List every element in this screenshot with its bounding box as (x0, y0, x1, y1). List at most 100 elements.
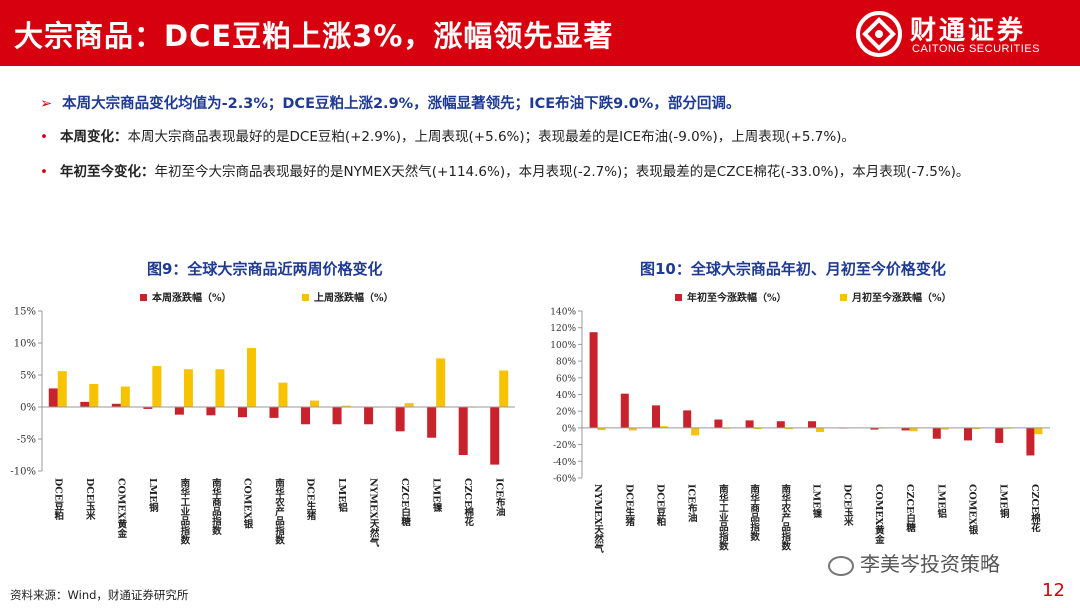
bullet-dot-icon: • (40, 164, 48, 180)
bar (628, 427, 637, 431)
bar (909, 427, 918, 432)
y-tick-label: -20% (553, 441, 576, 451)
bar (995, 427, 1004, 443)
y-tick-label: 0% (20, 403, 36, 414)
bar (932, 427, 941, 439)
category-label: 南华商品指数 (210, 477, 223, 536)
category-label: CZCE白糖 (399, 478, 411, 527)
bar (745, 420, 754, 428)
legend-swatch (302, 294, 309, 301)
bar (1034, 427, 1043, 435)
category-label: COMEX银 (241, 478, 253, 529)
watermark: 李美岑投资策略 (828, 548, 1000, 577)
category-label: 南华农产品指数 (273, 477, 286, 545)
bar (206, 407, 216, 416)
bar (404, 403, 414, 407)
page-title: 大宗商品：DCE豆粕上涨3%，涨幅领先显著 (14, 19, 614, 53)
bar (111, 403, 121, 407)
category-label: 南华工业品指数 (717, 483, 730, 551)
bar (660, 426, 668, 428)
y-tick-label: -60% (553, 475, 576, 485)
bar (499, 370, 509, 407)
bar (246, 348, 256, 407)
bullet-label: 本周变化： (60, 129, 128, 145)
header-bar: 大宗商品：DCE豆粕上涨3%，涨幅领先显著 财通证券 CAITONG SECUR… (0, 0, 1080, 66)
category-label: 南华工业品指数 (178, 477, 191, 545)
y-tick-label: 10% (14, 339, 36, 350)
bar (310, 400, 320, 407)
bar (870, 427, 879, 430)
bar (901, 427, 910, 431)
bar (80, 401, 90, 407)
legend-label: 月初至今涨跌幅（%） (851, 291, 952, 304)
bullet-ytd-change: • 年初至今变化：年初至今大宗商品表现最好的是NYMEX天然气(+114.6%)… (40, 160, 1040, 184)
bar (652, 405, 660, 428)
y-tick-label: 120% (550, 324, 576, 334)
bullet-text: 年初至今大宗商品表现最好的是NYMEX天然气(+114.6%)，本月表现(-2.… (154, 164, 970, 180)
page-number: 12 (1042, 580, 1065, 601)
bar (364, 407, 374, 425)
bar (89, 383, 99, 407)
y-tick-label: 20% (556, 408, 576, 418)
y-tick-label: 15% (14, 307, 36, 318)
bar (269, 407, 279, 418)
category-label: COMEX黄金 (115, 478, 128, 538)
summary-line: ➢ 本周大宗商品变化均值为-2.3%；DCE豆粕上涨2.9%，涨幅显著领先；ICE… (40, 92, 740, 113)
wechat-icon (828, 555, 854, 576)
category-label: DCE豆粕 (655, 484, 667, 527)
legend-label: 年初至今涨跌幅（%） (687, 291, 787, 304)
bar (237, 407, 247, 418)
bar (458, 407, 468, 455)
legend-swatch (675, 294, 682, 301)
summary-text: 本周大宗商品变化均值为-2.3%；DCE豆粕上涨2.9%，涨幅显著领先；ICE布… (62, 96, 741, 112)
bar (784, 427, 793, 430)
y-tick-label: 100% (550, 341, 576, 351)
category-label: LME铝 (336, 478, 348, 513)
category-label: LME镍 (811, 484, 823, 519)
bullet-label: 年初至今变化： (60, 164, 155, 180)
bar (753, 427, 762, 430)
legend-label: 上周涨跌幅（%） (314, 291, 394, 304)
bar (183, 369, 193, 407)
ytd-change-chart: -60% -40% -20% 0% 20% 40% 60% 80% 100% 120% 140% NY… (550, 291, 1050, 554)
category-label: LME镍 (431, 478, 443, 513)
y-tick-label: -5% (17, 435, 36, 446)
category-label: DCE玉米 (842, 484, 855, 527)
bar (620, 393, 629, 428)
bar (174, 407, 184, 415)
category-label: NYMEX天然气 (592, 484, 605, 554)
bar (395, 407, 405, 432)
chart-left-title: 图9：全球大宗商品近两周价格变化 (147, 260, 383, 278)
category-label: CZCE棉花 (462, 478, 474, 527)
bar (215, 369, 225, 407)
category-label: LME铜 (998, 484, 1010, 519)
category-label: ICE布油 (686, 484, 699, 523)
category-label: DCE生猪 (305, 478, 318, 521)
category-label: COMEX黄金 (873, 484, 886, 544)
logo-name-cn: 财通证券 (910, 16, 1027, 46)
bar (964, 427, 972, 441)
bar (940, 427, 949, 430)
arrow-bullet-icon: ➢ (40, 96, 53, 112)
y-tick-label: 0% (562, 424, 577, 434)
bar (436, 358, 446, 407)
source-note: 资料来源：Wind，财通证券研究所 (10, 588, 189, 602)
category-label: DCE生猪 (623, 484, 636, 527)
legend-swatch (140, 294, 147, 301)
chart-right-title: 图10：全球大宗商品年初、月初至今价格变化 (640, 260, 946, 278)
bar (808, 421, 816, 428)
bar (143, 407, 153, 409)
category-label: 南华商品指数 (748, 483, 761, 542)
bar (589, 332, 598, 428)
bar (691, 427, 700, 436)
category-label: ICE布油 (494, 478, 507, 517)
bar (816, 427, 824, 433)
legend-swatch (840, 294, 847, 301)
bullet-weekly-change: • 本周变化：本周大宗商品表现最好的是DCE豆粕(+2.9%)，上周表现(+5.… (40, 125, 1040, 149)
category-label: DCE玉米 (84, 478, 97, 521)
caitong-logo-icon (856, 11, 902, 57)
y-tick-label: -40% (553, 458, 576, 468)
bar (301, 407, 311, 425)
category-label: LME铝 (935, 484, 947, 519)
category-label: CZCE白糖 (904, 484, 916, 533)
